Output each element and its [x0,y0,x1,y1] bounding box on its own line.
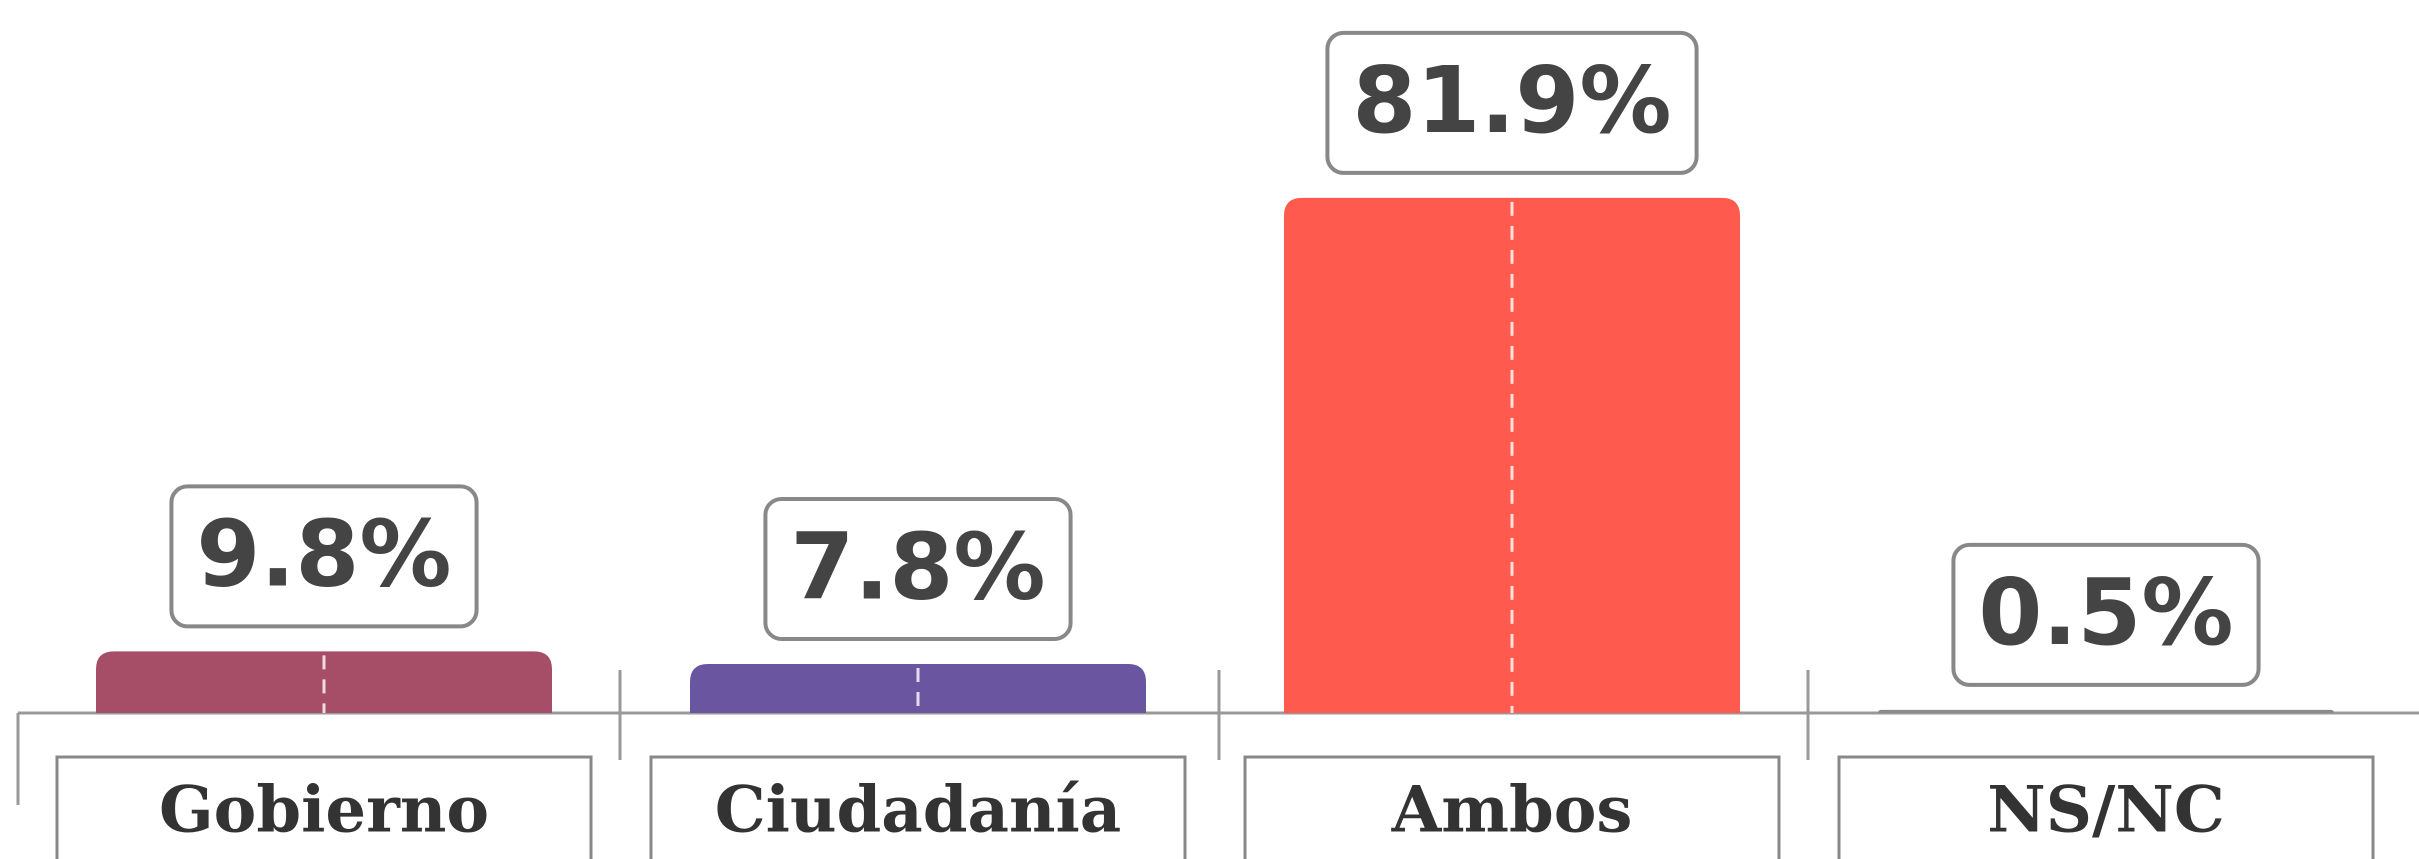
bar [1878,709,2334,713]
x-tick-label: Gobierno [159,773,489,848]
x-tick-label: NS/NC [1987,773,2225,848]
category-box [1243,755,1781,859]
value-label: 81.9% [1352,47,1671,154]
x-tick-label: Ambos [1391,773,1633,848]
value-label: 9.8% [196,501,451,608]
value-label-box [1325,30,1699,175]
category-box [1837,755,2375,859]
x-tick-label: Ciudadanía [715,773,1122,848]
value-label-box [1951,542,2261,687]
value-label: 7.8% [790,513,1045,620]
bar [690,663,1146,713]
value-label-box [169,484,479,629]
category-box [649,755,1187,859]
value-label-box [763,496,1073,641]
category-box [55,755,593,859]
value-label: 0.5% [1978,559,2233,666]
